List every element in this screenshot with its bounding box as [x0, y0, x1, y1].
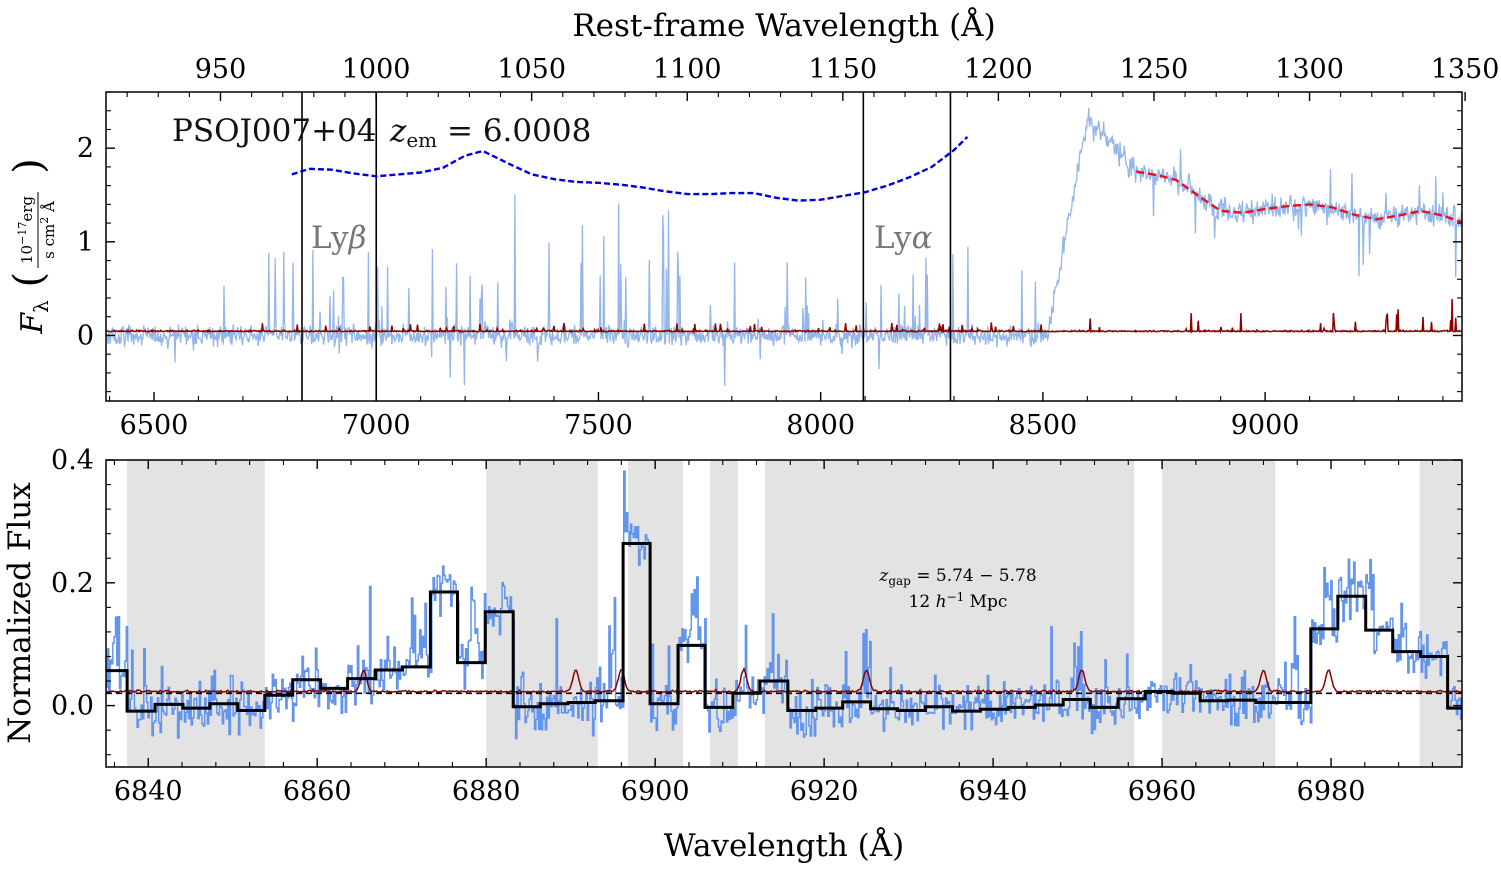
top-ticks: 6500 7000 7500 8000 8500 9000 950 1000 1050 1100 1… — [77, 54, 1500, 441]
blue-continuum-fit — [291, 136, 969, 202]
tick-label-obs-9000: 9000 — [1231, 410, 1300, 441]
object-name: PSOJ007+04 — [172, 113, 377, 149]
shaded-region-6 — [1419, 460, 1462, 767]
svg-text:s cm2 Å: s cm2 Å — [38, 201, 58, 259]
tick-label-rest-1200: 1200 — [964, 54, 1033, 85]
tick-label-rest-1100: 1100 — [653, 54, 722, 85]
redshift-label: zem = 6.0008 — [389, 113, 591, 152]
red-continuum-fit — [1136, 170, 1462, 224]
gap-length-annotation: 12 h−1 Mpc — [909, 590, 1008, 612]
gap-redshift-annotation: zgap = 5.74 − 5.78 — [878, 566, 1036, 588]
tick-label-x-6960: 6960 — [1128, 776, 1197, 807]
binned-flux-step — [106, 542, 1462, 713]
tick-label-y-2: 2 — [77, 133, 94, 164]
svg-text:Fλ (): Fλ () — [6, 158, 53, 334]
top-plot-frame — [105, 91, 1463, 402]
tick-label-rest-1000: 1000 — [342, 54, 411, 85]
tick-label-rest-1250: 1250 — [1120, 54, 1189, 85]
tick-label-rest-1150: 1150 — [808, 54, 877, 85]
shaded-region-0 — [127, 460, 265, 767]
bottom-y-axis-title: Normalized Flux — [2, 482, 38, 744]
top-flux-series — [106, 108, 1462, 387]
tick-label-y-1: 0.2 — [51, 568, 94, 599]
tick-label-y-1: 1 — [77, 227, 94, 258]
tick-label-x-6880: 6880 — [452, 776, 521, 807]
tick-label-rest-950: 950 — [195, 54, 247, 85]
tick-label-obs-8500: 8500 — [1009, 410, 1078, 441]
bottom-x-axis-title: Wavelength (Å) — [664, 826, 904, 864]
bottom-panel: 6840 6860 6880 6900 6920 6940 6960 6980 0.0 0.2 0.… — [2, 445, 1463, 864]
bottom-ticks: 6840 6860 6880 6900 6920 6940 6960 6980 0.0 0.2 0.… — [51, 445, 1462, 807]
tick-label-x-6940: 6940 — [959, 776, 1028, 807]
top-panel: 6500 7000 7500 8000 8500 9000 950 1000 1050 1100 1… — [6, 6, 1499, 441]
shaded-region-5 — [1162, 460, 1276, 767]
tick-label-obs-6500: 6500 — [120, 410, 189, 441]
tick-label-x-6980: 6980 — [1297, 776, 1366, 807]
tick-label-obs-7000: 7000 — [342, 410, 411, 441]
tick-label-x-6860: 6860 — [283, 776, 352, 807]
tick-label-rest-1300: 1300 — [1275, 54, 1344, 85]
tick-label-x-6840: 6840 — [114, 776, 183, 807]
bottom-error-series — [106, 666, 1462, 694]
top-line-markers — [301, 92, 952, 401]
tick-label-y-0: 0 — [77, 320, 94, 351]
tick-label-rest-1050: 1050 — [497, 54, 566, 85]
tick-label-y-2: 0.4 — [51, 445, 94, 476]
bottom-plot-frame — [105, 459, 1463, 768]
tick-label-rest-1350: 1350 — [1431, 54, 1500, 85]
lyb-label: Lyβ — [311, 220, 366, 256]
tick-label-obs-7500: 7500 — [564, 410, 633, 441]
top-error-series — [106, 298, 1462, 335]
tick-label-x-6920: 6920 — [790, 776, 859, 807]
top-rest-axis-title: Rest-frame Wavelength (Å) — [572, 6, 995, 44]
tick-label-obs-8000: 8000 — [786, 410, 855, 441]
top-y-axis-title: Fλ () 10−17erg s cm2 Å — [6, 158, 58, 334]
tick-label-x-6900: 6900 — [621, 776, 690, 807]
lya-label: Lyα — [874, 220, 933, 256]
svg-text:10−17erg: 10−17erg — [16, 196, 36, 264]
tick-label-y-0: 0.0 — [51, 691, 94, 722]
